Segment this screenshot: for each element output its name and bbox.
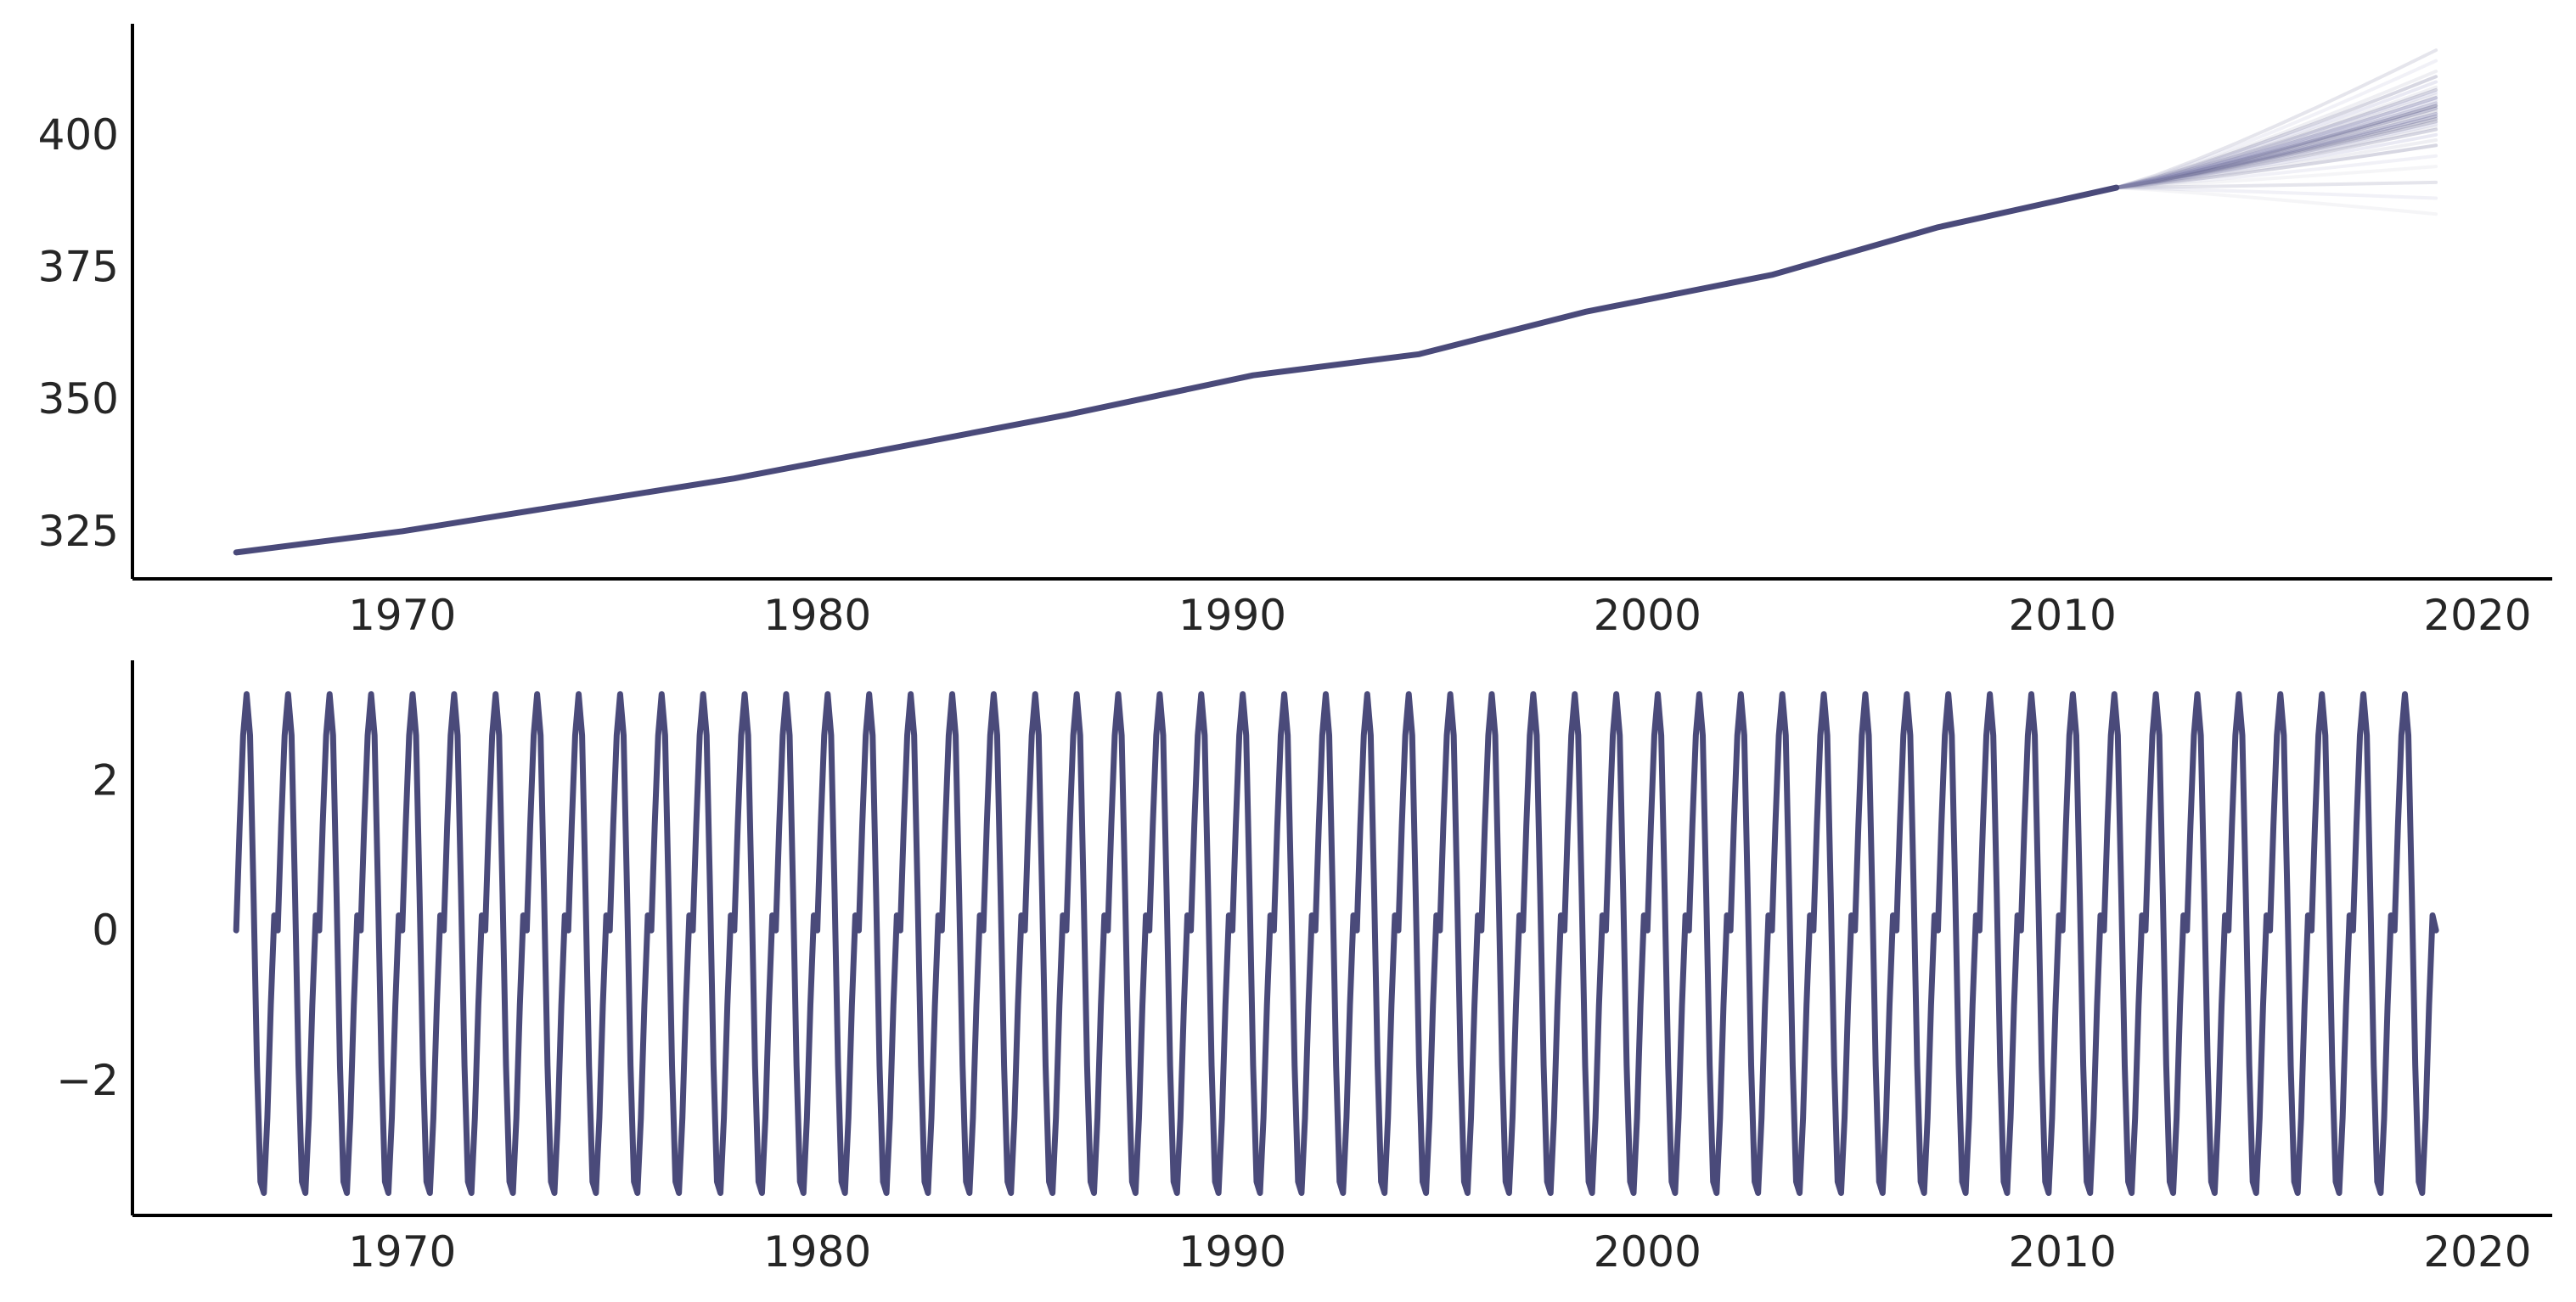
forecast-line xyxy=(2114,115,2438,190)
bottom-x-tick-2020: 2020 xyxy=(2423,1227,2531,1277)
forecast-line xyxy=(2114,101,2438,190)
bottom-x-tick-2000: 2000 xyxy=(1594,1227,1701,1277)
bottom-panel-seasonality: 1970 1980 1990 2000 2010 2020 −2 0 2 xyxy=(56,660,2552,1277)
forecast-line xyxy=(2114,117,2438,190)
seasonal-line xyxy=(233,691,2439,1196)
forecast-line xyxy=(2114,138,2438,190)
forecast-line xyxy=(2114,96,2438,190)
forecast-line xyxy=(2114,96,2438,190)
forecast-line xyxy=(2114,122,2438,190)
top-x-tick-2020: 2020 xyxy=(2423,591,2531,640)
bottom-x-tick-1990: 1990 xyxy=(1178,1227,1286,1277)
forecast-line xyxy=(2114,109,2438,190)
top-x-tick-1970: 1970 xyxy=(348,591,456,640)
forecast-line xyxy=(2114,48,2438,190)
forecast-line xyxy=(2114,85,2438,190)
top-x-tick-1980: 1980 xyxy=(763,591,871,640)
top-series-lines xyxy=(233,48,2438,556)
forecast-line xyxy=(2114,98,2438,190)
forecast-line xyxy=(2114,127,2438,190)
forecast-line xyxy=(2114,120,2438,190)
top-x-tick-1990: 1990 xyxy=(1178,591,1286,640)
top-x-tick-2010: 2010 xyxy=(2009,591,2117,640)
forecast-line xyxy=(2114,106,2438,190)
forecast-line xyxy=(2114,180,2438,190)
forecast-line xyxy=(2114,111,2438,190)
forecast-line xyxy=(2114,115,2438,190)
top-y-tick-labels: 325 350 375 400 xyxy=(38,110,119,556)
top-panel-trend: 1970 1980 1990 2000 2010 2020 325 350 37… xyxy=(38,24,2552,640)
forecast-line xyxy=(2114,80,2438,190)
top-y-tick-400: 400 xyxy=(38,110,119,160)
forecast-line xyxy=(2114,109,2438,190)
top-y-tick-375: 375 xyxy=(38,243,119,292)
forecast-line xyxy=(2114,87,2438,190)
forecast-line xyxy=(2114,59,2438,190)
forecast-line xyxy=(2114,104,2438,190)
forecast-line xyxy=(2114,165,2438,190)
forecast-line xyxy=(2114,106,2438,190)
bottom-y-tick-0: 0 xyxy=(92,906,119,955)
bottom-y-tick-minus2: −2 xyxy=(56,1056,119,1105)
forecast-line xyxy=(2114,101,2438,190)
forecast-line xyxy=(2114,104,2438,190)
forecast-line xyxy=(2114,70,2438,190)
top-x-tick-2000: 2000 xyxy=(1594,591,1701,640)
top-y-tick-350: 350 xyxy=(38,374,119,424)
forecast-line xyxy=(2114,143,2438,190)
forecast-line xyxy=(2114,154,2438,190)
forecast-line xyxy=(2114,93,2438,190)
forecast-line xyxy=(2114,186,2438,200)
forecast-line xyxy=(2114,186,2438,216)
forecast-line xyxy=(2114,111,2438,190)
forecast-line xyxy=(2114,75,2438,190)
bottom-series-lines xyxy=(233,691,2439,1196)
forecast-line xyxy=(2114,90,2438,190)
forecast-line xyxy=(2114,117,2438,190)
bottom-x-tick-1980: 1980 xyxy=(763,1227,871,1277)
bottom-x-tick-labels: 1970 1980 1990 2000 2010 2020 xyxy=(348,1227,2532,1277)
bottom-x-tick-2010: 2010 xyxy=(2009,1227,2117,1277)
forecast-line xyxy=(2114,125,2438,190)
trend-line xyxy=(233,184,2120,556)
bottom-y-tick-2: 2 xyxy=(92,755,119,805)
forecast-line xyxy=(2114,132,2438,190)
forecast-line xyxy=(2114,101,2438,190)
top-x-tick-labels: 1970 1980 1990 2000 2010 2020 xyxy=(348,591,2532,640)
top-y-tick-325: 325 xyxy=(38,507,119,556)
bottom-x-tick-1970: 1970 xyxy=(348,1227,456,1277)
forecast-line xyxy=(2114,120,2438,190)
bottom-y-tick-labels: −2 0 2 xyxy=(56,755,119,1105)
